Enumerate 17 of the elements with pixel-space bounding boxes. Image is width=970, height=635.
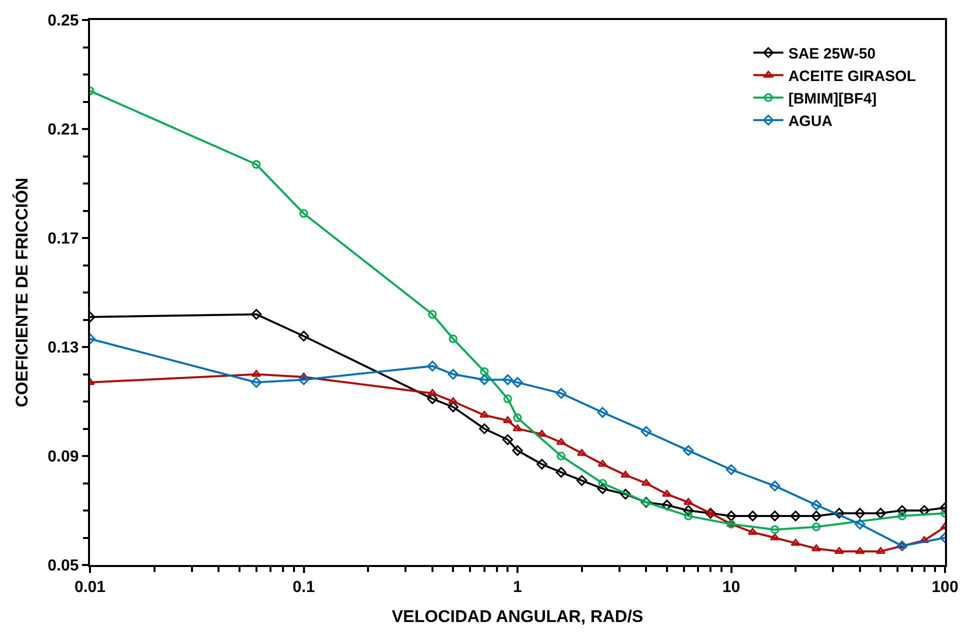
x-tick-label: 100 bbox=[932, 579, 958, 596]
y-tick-label: 0.21 bbox=[48, 122, 79, 139]
x-tick-label: 1 bbox=[513, 579, 522, 596]
y-axis-title: COEFICIENTE DE FRICCIÓN bbox=[12, 178, 32, 408]
y-tick-label: 0.09 bbox=[48, 448, 79, 466]
y-tick-label: 0.05 bbox=[48, 558, 79, 575]
legend-label: ACEITE GIRASOL bbox=[788, 68, 916, 85]
x-tick-label: 0.01 bbox=[74, 579, 106, 596]
y-tick-label: 0.17 bbox=[48, 230, 79, 248]
x-axis-title: VELOCIDAD ANGULAR, RAD/S bbox=[392, 607, 644, 626]
x-tick-label: 0.1 bbox=[292, 579, 315, 596]
legend-label: [BMIM][BF4] bbox=[788, 90, 877, 108]
legend-label: AGUA bbox=[788, 112, 833, 130]
y-tick-label: 0.13 bbox=[48, 340, 79, 357]
x-tick-label: 10 bbox=[722, 579, 740, 596]
legend-label: SAE 25W-50 bbox=[788, 45, 876, 62]
y-tick-label: 0.25 bbox=[48, 12, 79, 30]
